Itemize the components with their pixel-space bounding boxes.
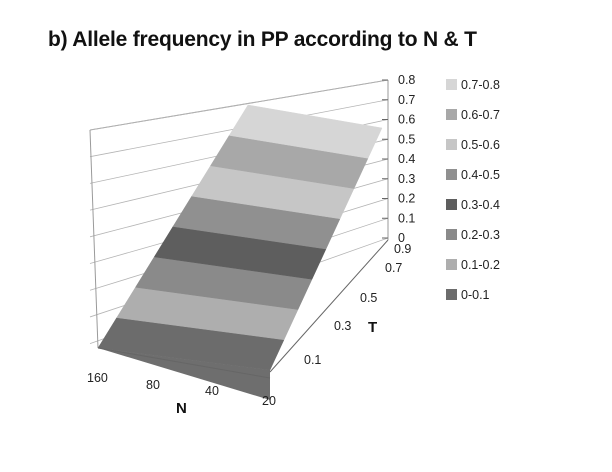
z-tick-label: 0.6 [398,113,415,127]
legend-swatch [446,229,457,240]
surface-bands [97,104,383,400]
n-tick-label: 40 [205,384,219,398]
legend-label: 0.7-0.8 [461,78,500,92]
wall-edge [89,129,99,349]
n-tick-label: 20 [262,394,276,408]
z-tick-label: 0.2 [398,192,415,206]
legend-label: 0.1-0.2 [461,258,500,272]
t-axis: 0.1 0.3 0.5 0.7 0.9 T [269,239,411,373]
chart-title-prefix: b) [48,28,68,51]
chart-title: b) Allele frequency in PP according to N… [48,28,477,52]
t-tick-label: 0.9 [394,242,411,256]
z-tick-label: 0 [398,231,405,245]
t-tick-label: 0.1 [304,353,321,367]
z-tick-label: 0.7 [398,93,415,107]
legend-swatch [446,79,457,90]
t-tick-label: 0.7 [385,261,402,275]
legend-label: 0.5-0.6 [461,138,500,152]
legend: 0.7-0.8 0.6-0.7 0.5-0.6 0.4-0.5 0.3-0.4 0.2-0… [446,78,500,302]
z-axis: 0 0.1 0.2 0.3 0.4 0.5 0.6 0.7 0.8 [382,73,415,245]
z-tick-label: 0.1 [398,211,415,225]
t-tick-label: 0.5 [360,291,377,305]
n-axis: 160 80 40 20 N [87,347,276,417]
t-tick-label: 0.3 [334,319,351,333]
legend-swatch [446,139,457,150]
t-axis-line [269,239,389,373]
legend-label: 0-0.1 [461,288,490,302]
z-tick-label: 0.3 [398,172,415,186]
legend-swatch [446,109,457,120]
t-axis-title: T [368,319,377,336]
n-tick-label: 160 [87,371,108,385]
legend-swatch [446,199,457,210]
n-axis-title: N [176,400,187,417]
surface-front-face [98,348,270,400]
n-axis-line [97,347,271,379]
legend-label: 0.4-0.5 [461,168,500,182]
chart-title-text: Allele frequency in PP according to N & … [72,28,477,51]
z-tick-label: 0.5 [398,132,415,146]
n-tick-label: 80 [146,378,160,392]
legend-label: 0.3-0.4 [461,198,500,212]
gridline [89,79,389,131]
surface-band [228,104,383,159]
legend-swatch [446,169,457,180]
z-tick-label: 0.8 [398,73,415,87]
legend-label: 0.6-0.7 [461,108,500,122]
z-tick-label: 0.4 [398,152,415,166]
legend-label: 0.2-0.3 [461,228,500,242]
legend-swatch [446,259,457,270]
legend-swatch [446,289,457,300]
